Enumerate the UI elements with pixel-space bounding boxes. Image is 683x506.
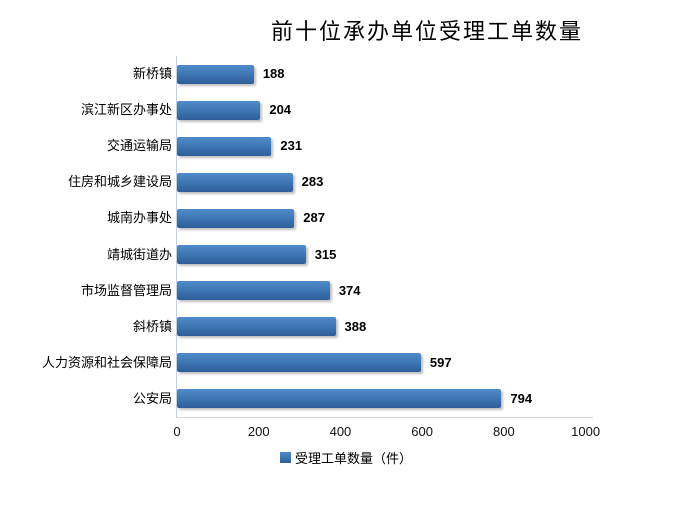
bar xyxy=(177,389,502,409)
value-label: 231 xyxy=(280,138,303,154)
category-label: 靖城街道办 xyxy=(106,246,172,262)
legend: 受理工单数量（件） xyxy=(280,448,412,467)
value-label: 794 xyxy=(510,390,533,406)
value-label: 287 xyxy=(303,210,325,226)
category-label: 市场监督管理局 xyxy=(80,282,172,298)
value-label: 374 xyxy=(338,282,361,298)
bar xyxy=(177,281,330,301)
category-label: 人力资源和社会保障局 xyxy=(41,354,172,370)
bar xyxy=(177,353,421,373)
value-label: 188 xyxy=(262,66,285,82)
chart-title: 前十位承办单位受理工单数量 xyxy=(270,19,584,44)
legend-marker-icon xyxy=(280,452,291,463)
bar xyxy=(177,317,336,337)
category-label: 住房和城乡建设局 xyxy=(67,174,172,190)
x-tick-label: 400 xyxy=(329,424,352,439)
bar xyxy=(177,172,293,192)
category-label: 滨江新区办事处 xyxy=(80,102,172,118)
category-label: 公安局 xyxy=(132,390,172,406)
category-label: 城南办事处 xyxy=(106,210,172,226)
category-label: 新桥镇 xyxy=(132,66,172,82)
value-label: 204 xyxy=(269,102,292,118)
category-label: 交通运输局 xyxy=(106,138,172,154)
x-tick-label: 200 xyxy=(247,424,270,439)
x-tick-label: 800 xyxy=(493,424,515,439)
bar xyxy=(177,136,272,156)
value-label: 597 xyxy=(429,354,452,370)
bar xyxy=(177,64,254,84)
bar xyxy=(177,245,306,265)
category-label: 斜桥镇 xyxy=(132,318,172,334)
bar xyxy=(177,100,261,120)
value-label: 315 xyxy=(314,246,337,262)
bar xyxy=(177,208,295,228)
x-axis-line xyxy=(176,417,593,418)
x-tick-label: 600 xyxy=(411,424,434,439)
x-tick-label: 0 xyxy=(173,424,181,439)
y-axis-line xyxy=(176,56,177,417)
legend-label: 受理工单数量（件） xyxy=(295,451,413,466)
value-label: 283 xyxy=(301,174,324,190)
x-tick-label: 1000 xyxy=(571,424,601,439)
value-label: 388 xyxy=(344,318,367,334)
